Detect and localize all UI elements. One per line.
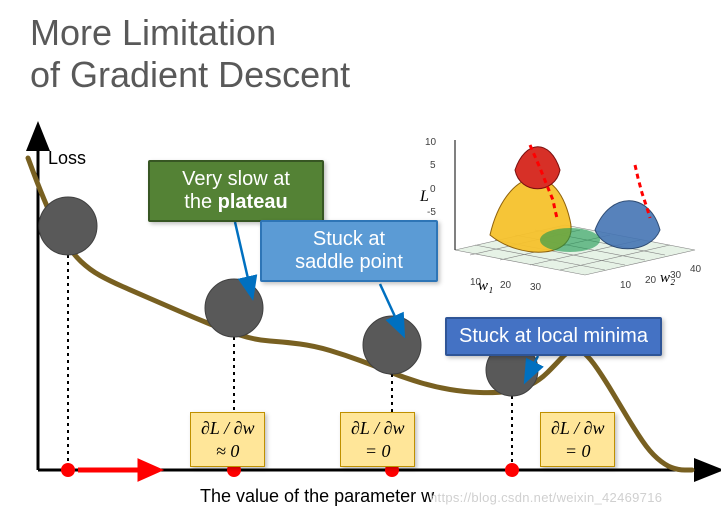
- callout-text: the: [184, 191, 217, 213]
- math-line: ∂L / ∂w: [551, 418, 604, 438]
- svg-text:10: 10: [425, 137, 437, 148]
- svg-text:30: 30: [530, 282, 542, 290]
- svg-text:20: 20: [645, 275, 657, 286]
- callout-text: Stuck at local minima: [459, 325, 648, 347]
- svg-text:10: 10: [620, 280, 632, 290]
- step-arrow: [78, 462, 158, 478]
- gradient-box-plateau: ∂L / ∂w ≈ 0: [190, 412, 265, 467]
- callout-saddle: Stuck at saddle point: [260, 220, 438, 282]
- param-dot: [505, 463, 519, 477]
- math-line: ≈ 0: [216, 441, 239, 461]
- gradient-box-saddle: ∂L / ∂w = 0: [340, 412, 415, 467]
- svg-text:5: 5: [430, 160, 436, 171]
- state-ball: [205, 279, 263, 337]
- svg-text:40: 40: [690, 264, 702, 275]
- callout-plateau: Very slow at the plateau: [148, 160, 324, 222]
- math-line: ∂L / ∂w: [201, 418, 254, 438]
- surface-w2-label: w₂: [660, 270, 675, 287]
- svg-text:-5: -5: [427, 207, 436, 218]
- callout-bold: plateau: [218, 191, 288, 213]
- callout-text: saddle point: [295, 251, 403, 273]
- y-axis-label: Loss: [48, 148, 86, 169]
- svg-text:20: 20: [500, 280, 512, 290]
- x-axis-label: The value of the parameter w: [200, 486, 434, 507]
- state-ball: [363, 316, 421, 374]
- callout-text: Stuck at: [313, 228, 385, 250]
- callout-text: Very slow at: [182, 168, 290, 190]
- surface-mesh: [490, 147, 660, 252]
- state-ball: [39, 197, 97, 255]
- param-dot: [61, 463, 75, 477]
- callout-local-minima: Stuck at local minima: [445, 317, 662, 356]
- svg-text:0: 0: [430, 184, 436, 195]
- loss-surface-3d: 10 5 0 -5 10 20 30 10 20 30 40: [420, 110, 710, 290]
- gradient-box-local: ∂L / ∂w = 0: [540, 412, 615, 467]
- math-line: = 0: [365, 441, 391, 461]
- math-line: ∂L / ∂w: [351, 418, 404, 438]
- surface-w1-label: w₁: [478, 278, 493, 295]
- watermark: https://blog.csdn.net/weixin_42469716: [430, 490, 662, 505]
- math-line: = 0: [565, 441, 591, 461]
- surface-z-label: L: [420, 188, 429, 206]
